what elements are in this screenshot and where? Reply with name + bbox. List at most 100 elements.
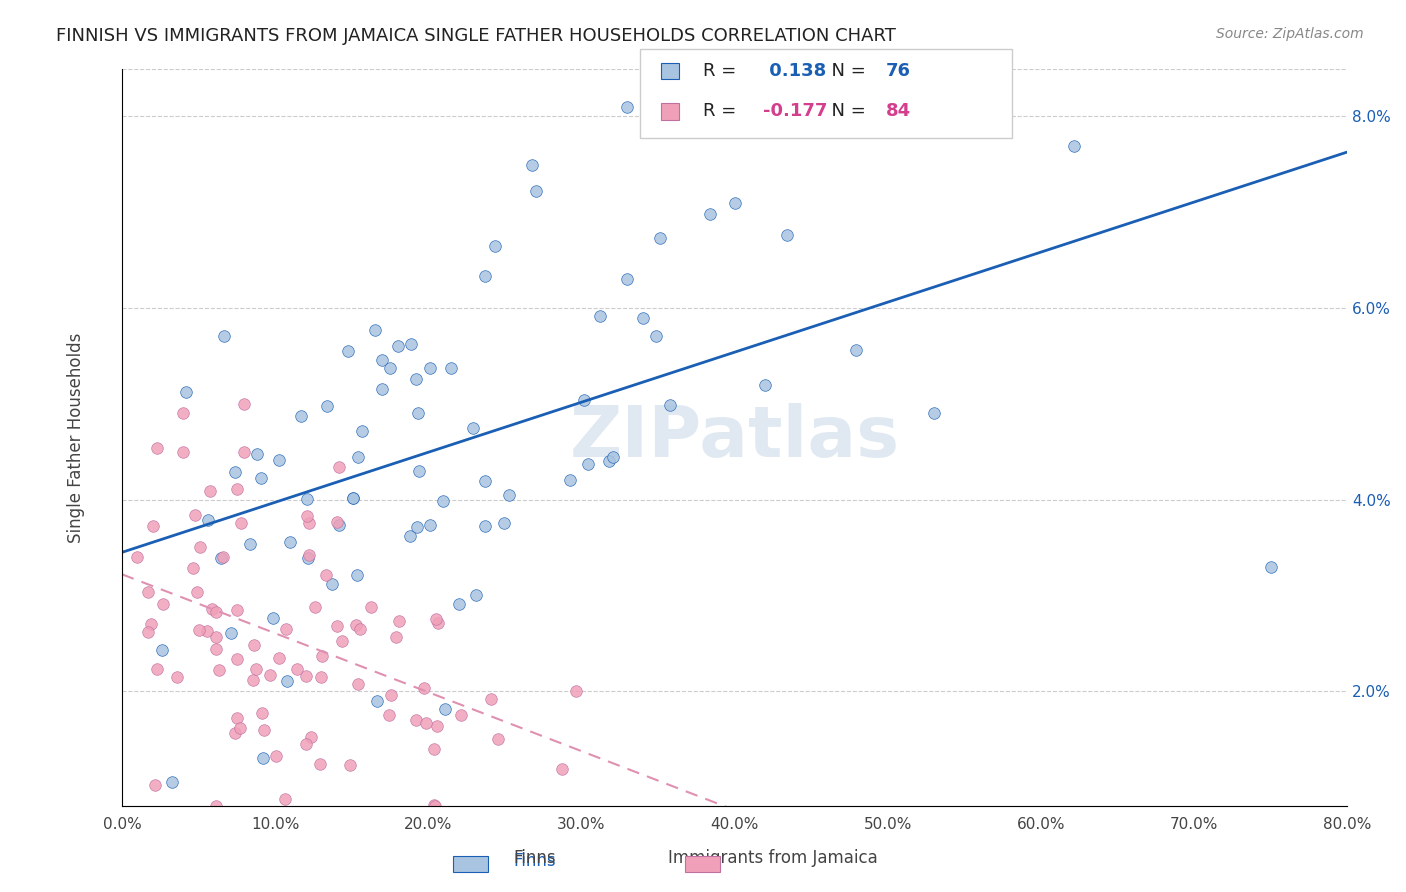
Finns [432, 494, 454, 508]
Finns [297, 551, 319, 566]
Immigrants from Jamaica [181, 561, 204, 575]
Immigrants from Jamaica [143, 778, 166, 792]
Finns [174, 384, 197, 399]
Finns [399, 336, 422, 351]
Finns [405, 371, 427, 385]
Immigrants from Jamaica [479, 692, 502, 706]
Text: FINNISH VS IMMIGRANTS FROM JAMAICA SINGLE FATHER HOUSEHOLDS CORRELATION CHART: FINNISH VS IMMIGRANTS FROM JAMAICA SINGL… [56, 27, 896, 45]
Finns [346, 450, 368, 464]
Immigrants from Jamaica [136, 585, 159, 599]
Immigrants from Jamaica [152, 597, 174, 611]
Immigrants from Jamaica [388, 614, 411, 628]
Finns [290, 409, 312, 424]
Immigrants from Jamaica [145, 441, 167, 455]
Finns [378, 361, 401, 376]
Text: Source: ZipAtlas.com: Source: ZipAtlas.com [1216, 27, 1364, 41]
Finns [574, 393, 596, 408]
Immigrants from Jamaica [233, 444, 256, 458]
Immigrants from Jamaica [450, 708, 472, 723]
Immigrants from Jamaica [226, 711, 249, 725]
Finns [363, 323, 385, 337]
Immigrants from Jamaica [212, 550, 235, 565]
Immigrants from Jamaica [377, 708, 399, 723]
Immigrants from Jamaica [311, 648, 333, 663]
Immigrants from Jamaica [285, 662, 308, 676]
Text: N =: N = [820, 103, 872, 120]
Text: Finns: Finns [513, 849, 555, 867]
Immigrants from Jamaica [330, 634, 353, 648]
Immigrants from Jamaica [325, 515, 347, 529]
Finns [589, 310, 612, 324]
Immigrants from Jamaica [188, 624, 211, 638]
Text: -0.177: -0.177 [763, 103, 828, 120]
Text: 84: 84 [886, 103, 911, 120]
Immigrants from Jamaica [298, 516, 321, 530]
Immigrants from Jamaica [224, 725, 246, 739]
Immigrants from Jamaica [252, 706, 274, 720]
Immigrants from Jamaica [146, 662, 169, 676]
Finns [447, 597, 470, 611]
Immigrants from Jamaica [423, 799, 446, 814]
Finns [1063, 139, 1085, 153]
Finns [463, 421, 485, 435]
Immigrants from Jamaica [259, 668, 281, 682]
Finns [295, 492, 318, 507]
Finns [336, 344, 359, 359]
Finns [648, 231, 671, 245]
Finns [366, 694, 388, 708]
Finns [278, 535, 301, 549]
Immigrants from Jamaica [309, 757, 332, 772]
Finns [342, 491, 364, 506]
Finns [465, 588, 488, 602]
Immigrants from Jamaica [172, 444, 194, 458]
Immigrants from Jamaica [295, 737, 318, 751]
Finns [262, 611, 284, 625]
Finns [315, 399, 337, 413]
Immigrants from Jamaica [565, 684, 588, 698]
Text: ZIPatlas: ZIPatlas [569, 403, 900, 472]
Finns [524, 184, 547, 198]
Immigrants from Jamaica [269, 650, 291, 665]
Immigrants from Jamaica [205, 630, 228, 644]
Immigrants from Jamaica [427, 615, 450, 630]
Immigrants from Jamaica [201, 602, 224, 616]
Finns [346, 568, 368, 582]
Immigrants from Jamaica [208, 663, 231, 677]
Immigrants from Jamaica [486, 731, 509, 746]
Finns [631, 310, 654, 325]
Immigrants from Jamaica [233, 397, 256, 411]
Immigrants from Jamaica [380, 688, 402, 702]
Immigrants from Jamaica [344, 617, 367, 632]
Finns [1260, 559, 1282, 574]
Text: Immigrants from Jamaica: Immigrants from Jamaica [668, 849, 879, 867]
Finns [267, 452, 290, 467]
Immigrants from Jamaica [184, 508, 207, 522]
Immigrants from Jamaica [225, 603, 247, 617]
Immigrants from Jamaica [125, 550, 148, 565]
Immigrants from Jamaica [186, 585, 208, 599]
Immigrants from Jamaica [413, 681, 436, 695]
Finns [371, 353, 394, 368]
Immigrants from Jamaica [198, 483, 221, 498]
Finns [723, 195, 745, 210]
Immigrants from Jamaica [166, 670, 188, 684]
Finns [645, 329, 668, 343]
Immigrants from Jamaica [188, 541, 211, 555]
Immigrants from Jamaica [204, 642, 226, 657]
Immigrants from Jamaica [195, 624, 218, 638]
Finns [387, 339, 409, 353]
Y-axis label: Single Father Households: Single Father Households [67, 332, 86, 542]
Finns [252, 751, 274, 765]
Finns [371, 382, 394, 396]
Immigrants from Jamaica [205, 799, 228, 814]
Finns [699, 206, 721, 220]
Finns [440, 361, 463, 376]
Immigrants from Jamaica [326, 619, 349, 633]
Immigrants from Jamaica [405, 713, 427, 727]
Immigrants from Jamaica [229, 721, 252, 735]
Finns [160, 775, 183, 789]
Finns [498, 488, 520, 502]
Finns [408, 464, 430, 478]
Immigrants from Jamaica [328, 460, 350, 475]
Immigrants from Jamaica [226, 482, 249, 496]
